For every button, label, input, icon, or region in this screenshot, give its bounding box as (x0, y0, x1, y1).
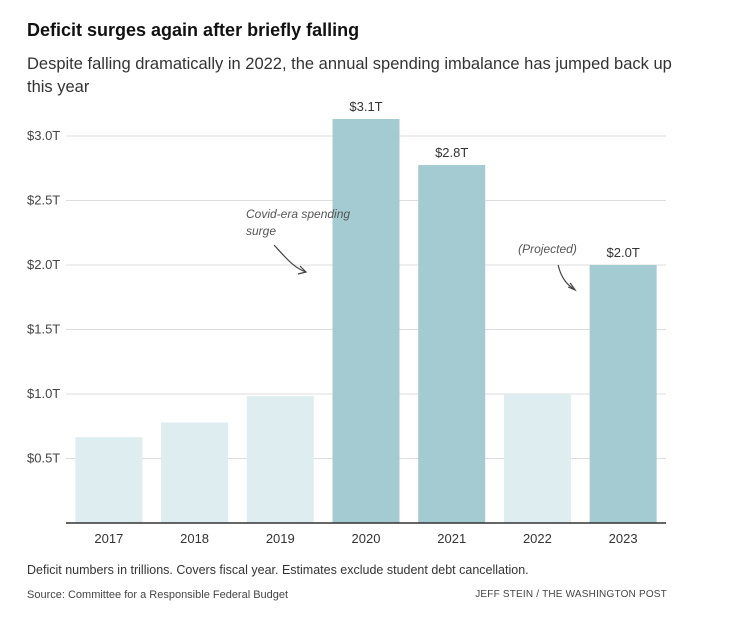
x-tick-label: 2018 (180, 531, 209, 546)
chart-subtitle: Despite falling dramatically in 2022, th… (27, 55, 672, 96)
bar-chart: $0.5T $1.0T $1.5T $2.0T $2.5T $3.0T 2017 2018 20… (27, 99, 666, 546)
y-tick-label: $0.5T (27, 451, 60, 466)
y-tick-label: $3.0T (27, 128, 60, 143)
y-tick-label: $1.5T (27, 322, 60, 337)
bar-2021 (418, 165, 486, 523)
data-label: $2.8T (435, 145, 468, 160)
x-tick-label: 2020 (352, 531, 381, 546)
annotation-text: surge (246, 224, 276, 238)
x-tick-label: 2023 (609, 531, 638, 546)
chart-note: Deficit numbers in trillions. Covers fis… (27, 563, 529, 577)
chart-credit: JEFF STEIN / THE WASHINGTON POST (475, 589, 667, 600)
bar-2023 (589, 265, 657, 523)
bar-2019 (246, 396, 314, 523)
y-tick-label: $2.0T (27, 257, 60, 272)
data-label: $3.1T (349, 99, 382, 114)
bar-2018 (161, 422, 229, 523)
chart-title: Deficit surges again after briefly falli… (27, 20, 360, 40)
bar-2020 (332, 118, 400, 524)
annotation-arrow (273, 244, 307, 273)
annotation-arrowhead (297, 265, 308, 275)
x-tick-label: 2019 (266, 531, 295, 546)
y-tick-label: $2.5T (27, 193, 60, 208)
bar-2017 (75, 437, 143, 523)
annotation-text: Covid-era spending (246, 207, 350, 221)
y-tick-label: $1.0T (27, 386, 60, 401)
x-tick-label: 2017 (94, 531, 123, 546)
annotation-text: (Projected) (518, 242, 577, 256)
annotation-arrowhead (567, 282, 577, 292)
x-tick-label: 2022 (523, 531, 552, 546)
chart-source: Source: Committee for a Responsible Fede… (27, 589, 289, 601)
x-tick-label: 2021 (437, 531, 466, 546)
data-label: $2.0T (607, 245, 640, 260)
bar-2022 (503, 394, 571, 523)
